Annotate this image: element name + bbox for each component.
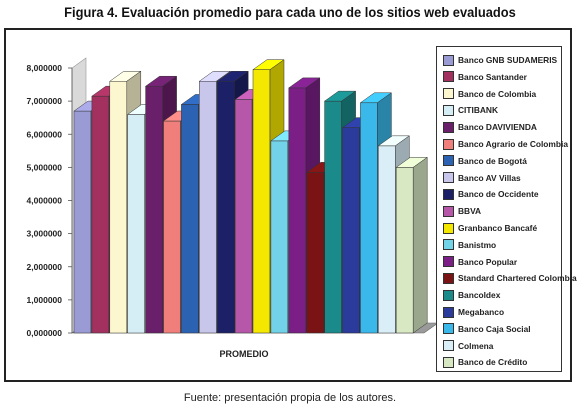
legend-item: Banco de Occidente	[443, 187, 539, 201]
bar-8	[199, 81, 217, 334]
legend-label: Banco GNB SUDAMERIS	[458, 55, 558, 65]
legend-swatch	[443, 188, 454, 200]
legend-item: BBVA	[443, 204, 481, 218]
legend-label: Bancoldex	[458, 290, 501, 301]
legend-label: Banco Caja Social	[458, 323, 531, 334]
legend-item: Banco de Crédito	[443, 355, 527, 369]
bar-13	[288, 87, 307, 334]
y-tick-label: 5,000000	[27, 162, 63, 172]
legend-item: Bancoldex	[443, 288, 500, 302]
legend-label: Standard Chartered Colombia	[458, 273, 577, 284]
bar-15	[324, 100, 342, 334]
legend-swatch	[443, 121, 454, 133]
bar-10	[234, 99, 253, 334]
legend-swatch	[443, 256, 454, 268]
bar-16	[342, 127, 360, 334]
y-tick-label: 1,000000	[27, 295, 63, 305]
y-tick-label: 6,000000	[27, 129, 63, 139]
legend-item: Banco GNB SUDAMERIS	[443, 53, 557, 67]
bar-11	[252, 69, 271, 334]
legend-swatch	[443, 88, 454, 100]
bar-5	[145, 85, 163, 334]
figure-title: Figura 4. Evaluación promedio para cada …	[64, 4, 516, 20]
legend-swatch	[443, 272, 454, 284]
legend-item: Banco DAVIVIENDA	[443, 120, 537, 134]
legend-item: Banistmo	[443, 238, 496, 252]
legend-label: Banco de Crédito	[458, 357, 528, 368]
legend-item: Banco de Bogotá	[443, 154, 527, 168]
y-tick-label: 7,000000	[27, 96, 63, 106]
legend-label: CITIBANK	[458, 105, 499, 116]
legend-label: Colmena	[458, 340, 494, 351]
legend-swatch	[443, 239, 454, 251]
legend-swatch	[443, 155, 454, 167]
bar-7	[181, 104, 199, 334]
legend-item: Banco Agrario de Colombia	[443, 137, 568, 151]
y-tick-label: 4,000000	[27, 196, 63, 206]
y-tick-label: 2,000000	[27, 262, 63, 272]
bar-9	[216, 81, 235, 334]
legend-swatch	[443, 71, 454, 83]
legend-swatch	[443, 205, 454, 217]
legend-label: BBVA	[458, 206, 482, 217]
legend-swatch	[443, 306, 454, 318]
legend-item: Banco AV Villas	[443, 171, 521, 185]
legend-swatch	[443, 54, 454, 66]
legend-swatch	[443, 222, 454, 234]
bar-3	[109, 81, 128, 334]
bar-17	[360, 102, 378, 334]
legend-label: Banco Agrario de Colombia	[458, 139, 568, 149]
chart-legend: Banco GNB SUDAMERIS Banco Santander Banco …	[436, 46, 577, 372]
legend-label: Banco DAVIVIENDA	[458, 122, 537, 133]
bar-side-19	[412, 156, 428, 334]
legend-swatch	[443, 289, 454, 301]
legend-label: Megabanco	[458, 307, 505, 317]
legend-swatch	[443, 340, 454, 352]
y-tick-label: 3,000000	[27, 229, 63, 239]
legend-swatch	[443, 323, 454, 335]
legend-item: Megabanco	[443, 305, 504, 319]
bar-4	[127, 114, 145, 334]
legend-item: Banco Popular	[443, 255, 517, 269]
bar-6	[163, 120, 181, 334]
legend-label: Banco Santander	[458, 71, 527, 82]
legend-item: Banco Caja Social	[443, 322, 531, 336]
legend-item: CITIBANK	[443, 103, 498, 117]
legend-item: Banco Santander	[443, 70, 527, 84]
legend-item: Standard Chartered Colombia	[443, 271, 577, 285]
legend-swatch	[443, 172, 454, 184]
bar-14	[306, 172, 324, 334]
legend-label: Granbanco Bancafé	[458, 223, 538, 233]
bar-1	[73, 110, 92, 334]
legend-label: Banco de Bogotá	[458, 155, 527, 166]
legend-swatch	[443, 138, 454, 150]
legend-label: Banco AV Villas	[458, 172, 521, 183]
legend-label: Banco de Colombia	[458, 88, 537, 99]
bar-12	[270, 140, 289, 334]
legend-label: Banco Popular	[458, 256, 518, 267]
bar-18	[378, 145, 396, 334]
legend-item: Banco de Colombia	[443, 87, 536, 101]
x-category-label: PROMEDIO	[220, 349, 269, 359]
legend-swatch	[443, 356, 454, 368]
legend-item: Granbanco Bancafé	[443, 221, 537, 235]
legend-swatch	[443, 104, 454, 116]
bar-19	[395, 167, 414, 334]
legend-label: Banco de Occidente	[458, 189, 539, 200]
legend-item: Colmena	[443, 339, 493, 353]
y-tick-label: 8,000000	[27, 63, 63, 73]
bar-2	[91, 95, 110, 334]
y-tick-label: 0,000000	[27, 328, 63, 338]
figure-source: Fuente: presentación propia de los autor…	[183, 392, 397, 404]
legend-label: Banistmo	[458, 239, 497, 250]
